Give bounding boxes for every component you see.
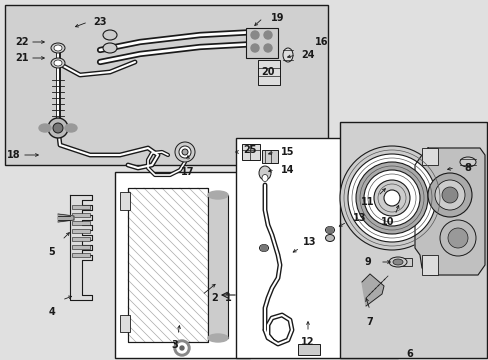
Ellipse shape: [259, 166, 270, 180]
Ellipse shape: [103, 30, 117, 40]
Text: 20: 20: [261, 67, 274, 77]
Text: 9: 9: [364, 257, 370, 267]
Bar: [236, 138, 397, 358]
Bar: [72, 221, 90, 225]
Bar: [72, 237, 90, 241]
Bar: [72, 213, 90, 217]
Bar: [258, 60, 280, 85]
Ellipse shape: [207, 191, 227, 199]
Text: 25: 25: [243, 145, 256, 155]
Ellipse shape: [325, 226, 334, 234]
Circle shape: [264, 31, 271, 39]
Circle shape: [48, 118, 68, 138]
Text: 16: 16: [315, 37, 328, 47]
Polygon shape: [361, 274, 383, 306]
Circle shape: [264, 44, 271, 52]
Polygon shape: [414, 148, 484, 275]
Circle shape: [439, 220, 475, 256]
Circle shape: [363, 170, 419, 226]
Circle shape: [179, 146, 191, 158]
Bar: [421, 255, 437, 275]
Bar: [115, 172, 249, 358]
Bar: [128, 188, 207, 342]
Bar: [72, 253, 90, 257]
Text: 3: 3: [171, 340, 178, 350]
Circle shape: [177, 343, 186, 353]
Circle shape: [347, 154, 435, 242]
Bar: [128, 188, 207, 342]
Ellipse shape: [392, 259, 402, 265]
Circle shape: [175, 142, 195, 162]
Bar: [262, 150, 278, 163]
Bar: [72, 229, 90, 233]
Circle shape: [53, 123, 63, 133]
Circle shape: [434, 180, 464, 210]
Text: 23: 23: [93, 17, 106, 27]
Circle shape: [427, 173, 471, 217]
Text: 5: 5: [48, 247, 55, 257]
Ellipse shape: [54, 45, 62, 51]
Bar: [242, 144, 260, 160]
Circle shape: [250, 44, 259, 52]
Circle shape: [373, 180, 409, 216]
Ellipse shape: [459, 157, 475, 167]
Circle shape: [326, 227, 332, 233]
Circle shape: [174, 340, 190, 356]
Text: 11: 11: [361, 197, 374, 207]
Text: 2: 2: [211, 293, 218, 303]
Ellipse shape: [39, 124, 51, 132]
Text: 10: 10: [381, 217, 394, 227]
Ellipse shape: [262, 175, 267, 181]
Polygon shape: [58, 214, 74, 222]
Ellipse shape: [388, 257, 406, 267]
Ellipse shape: [65, 124, 77, 132]
Text: 1: 1: [224, 293, 231, 303]
Ellipse shape: [283, 48, 292, 62]
Circle shape: [180, 346, 183, 350]
Bar: [245, 28, 278, 58]
Ellipse shape: [51, 43, 65, 53]
Text: 7: 7: [366, 317, 373, 327]
Ellipse shape: [103, 43, 117, 53]
Bar: [120, 315, 130, 332]
Text: 17: 17: [181, 167, 194, 177]
Bar: [5, 5, 327, 165]
Text: 6: 6: [406, 349, 412, 359]
Bar: [339, 122, 486, 358]
Circle shape: [355, 162, 427, 234]
Circle shape: [441, 187, 457, 203]
Ellipse shape: [58, 215, 68, 221]
Text: 13: 13: [352, 213, 366, 223]
Circle shape: [339, 146, 443, 250]
Polygon shape: [70, 195, 92, 300]
Circle shape: [383, 190, 399, 206]
Text: 21: 21: [15, 53, 29, 63]
Text: 8: 8: [464, 163, 470, 173]
Text: 13: 13: [303, 237, 316, 247]
Ellipse shape: [51, 58, 65, 68]
Bar: [394, 258, 411, 266]
Circle shape: [250, 31, 259, 39]
Text: 18: 18: [7, 150, 21, 160]
Bar: [421, 148, 437, 165]
Bar: [72, 205, 90, 209]
Text: 4: 4: [48, 307, 55, 317]
Bar: [207, 195, 227, 338]
Ellipse shape: [259, 244, 268, 252]
Ellipse shape: [207, 334, 227, 342]
Text: 15: 15: [281, 147, 294, 157]
Circle shape: [182, 149, 187, 155]
Ellipse shape: [325, 234, 334, 242]
Text: 19: 19: [271, 13, 284, 23]
Bar: [120, 192, 130, 210]
Ellipse shape: [54, 60, 62, 66]
Circle shape: [447, 228, 467, 248]
Text: 12: 12: [301, 337, 314, 347]
Bar: [72, 245, 90, 249]
Text: 14: 14: [281, 165, 294, 175]
Text: 22: 22: [15, 37, 29, 47]
Text: 24: 24: [301, 50, 314, 60]
Circle shape: [261, 245, 266, 251]
Bar: [297, 344, 319, 355]
